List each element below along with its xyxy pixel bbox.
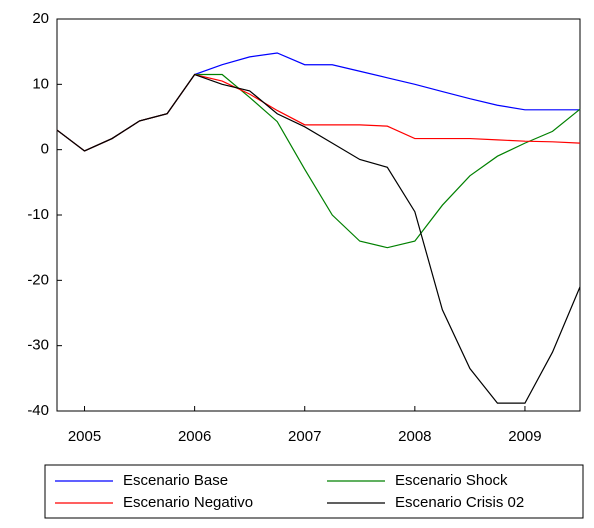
- legend-label: Escenario Shock: [395, 472, 508, 489]
- y-tick-label: -10: [27, 206, 49, 223]
- x-tick-label: 2007: [288, 428, 321, 445]
- y-tick-label: 20: [32, 10, 49, 27]
- y-tick-label: -30: [27, 337, 49, 354]
- series-line: [56, 73, 581, 152]
- y-tick-label: -20: [27, 271, 49, 288]
- legend-label: Escenario Crisis 02: [395, 494, 524, 511]
- y-tick-label: 10: [32, 75, 49, 92]
- legend-label: Escenario Base: [123, 472, 228, 489]
- legend-label: Escenario Negativo: [123, 494, 253, 511]
- y-tick-label: 0: [41, 141, 49, 158]
- series-line: [56, 52, 580, 152]
- plot-frame: [56, 18, 581, 412]
- x-tick-label: 2008: [398, 428, 431, 445]
- series-line: [56, 73, 581, 404]
- y-tick-label: -40: [27, 402, 49, 419]
- series-line: [56, 73, 581, 249]
- x-tick-label: 2005: [68, 428, 101, 445]
- x-tick-label: 2009: [508, 428, 541, 445]
- x-tick-label: 2006: [178, 428, 211, 445]
- legend-box: [44, 464, 584, 519]
